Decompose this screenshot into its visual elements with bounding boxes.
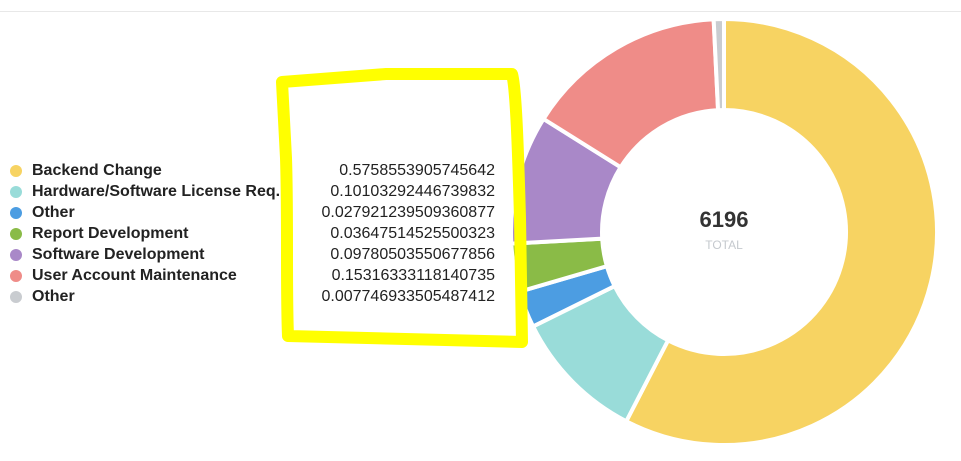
total-label: TOTAL xyxy=(705,238,743,252)
pie-slice[interactable] xyxy=(623,16,939,447)
pie-slice[interactable] xyxy=(711,16,726,113)
top-divider xyxy=(0,11,961,12)
legend-swatch-icon xyxy=(10,290,22,303)
legend-swatch-icon xyxy=(10,164,22,177)
legend-swatch-icon xyxy=(10,227,22,240)
legend-swatch-icon xyxy=(10,185,22,198)
legend-swatch-icon xyxy=(10,206,22,219)
legend-swatch-icon xyxy=(10,248,22,261)
legend-swatch-icon xyxy=(10,269,22,282)
total-value: 6196 xyxy=(699,207,749,232)
